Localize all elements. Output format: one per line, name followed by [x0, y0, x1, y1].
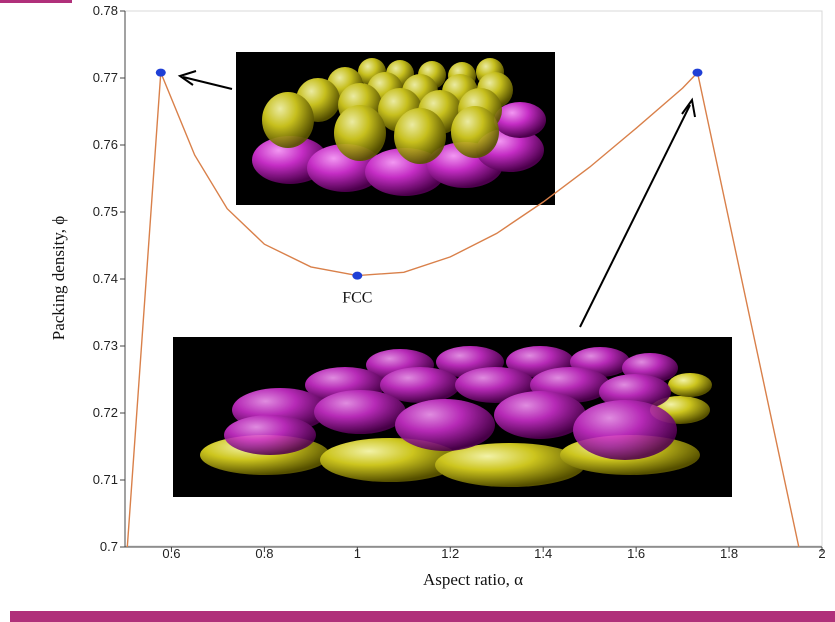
data-point-marker	[155, 68, 166, 77]
y-axis-title: Packing density, ϕ	[49, 216, 68, 341]
y-tick-label: 0.72	[93, 405, 118, 420]
x-tick-label: 1.2	[441, 546, 459, 561]
y-tick-label: 0.73	[93, 338, 118, 353]
x-tick-label: 1.4	[534, 546, 552, 561]
y-tick-label: 0.76	[93, 137, 118, 152]
y-tick-label: 0.77	[93, 70, 118, 85]
y-tick-label: 0.7	[100, 539, 118, 554]
top-accent-bar	[0, 0, 72, 3]
x-tick-label: 1	[354, 546, 361, 561]
y-tick-label: 0.74	[93, 271, 118, 286]
prolate-packing-inset	[173, 337, 732, 497]
special-point-markers	[155, 68, 703, 280]
x-tick-label: 1.6	[627, 546, 645, 561]
x-tick-label: 2	[818, 546, 825, 561]
x-tick-label: 0.6	[162, 546, 180, 561]
data-point-marker	[352, 271, 363, 280]
x-axis-ticks: 0.6 0.8 1 1.2 1.4 1.6 1.8 2	[162, 546, 825, 561]
y-tick-label: 0.75	[93, 204, 118, 219]
top-rule	[0, 0, 835, 2]
packing-density-curve	[126, 71, 800, 548]
inset-arrows	[177, 70, 696, 328]
data-point-marker	[692, 68, 703, 77]
y-axis-ticks: 0.7 0.71 0.72 0.73 0.74 0.75 0.76 0.77 0.78	[93, 3, 125, 554]
bottom-accent-bar	[10, 611, 835, 622]
y-tick-label: 0.78	[93, 3, 118, 18]
x-axis-title: Aspect ratio, α	[423, 570, 523, 589]
x-tick-label: 0.8	[255, 546, 273, 561]
x-tick-label: 1.8	[720, 546, 738, 561]
y-tick-label: 0.71	[93, 472, 118, 487]
fcc-annotation: FCC	[342, 290, 372, 307]
oblate-packing-inset	[236, 52, 555, 205]
